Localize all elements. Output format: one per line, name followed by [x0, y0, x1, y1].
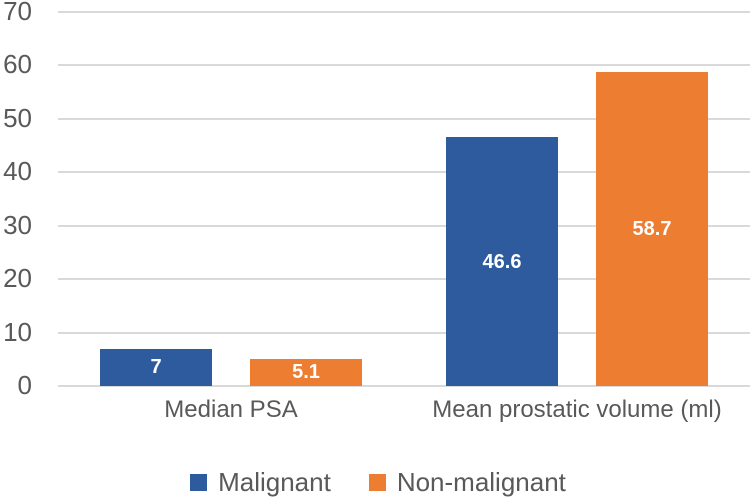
plot-area: 7 5.1 46.6 58.7 — [58, 11, 750, 387]
gridline-y-10 — [58, 331, 750, 334]
y-tick-label-50: 50 — [3, 102, 32, 133]
y-tick-label-30: 30 — [3, 209, 32, 240]
gridline-y-20 — [58, 278, 750, 281]
legend-item-malignant: Malignant — [190, 467, 331, 498]
gridline-y-60 — [58, 64, 750, 67]
y-tick-label-70: 70 — [3, 0, 32, 26]
x-axis-category-labels: Median PSA Mean prostatic volume (ml) — [58, 396, 750, 424]
legend-swatch-icon — [368, 473, 386, 491]
bar-malignant-2: 46.6 — [446, 137, 558, 386]
legend-label: Non-malignant — [396, 466, 566, 497]
gridline-y-50 — [58, 117, 750, 120]
legend-item-non-malignant: Non-malignant — [368, 466, 566, 498]
y-tick-label-20: 20 — [3, 263, 32, 294]
y-tick-label-60: 60 — [3, 49, 32, 80]
data-label: 58.7 — [632, 218, 672, 241]
data-label: 46.6 — [482, 250, 522, 273]
data-label: 7 — [150, 356, 162, 379]
x-category-label-1: Median PSA — [164, 396, 298, 423]
x-category-label-2: Mean prostatic volume (ml) — [432, 396, 722, 423]
data-label: 5.1 — [292, 361, 320, 384]
bar-non-malignant-1: 5.1 — [250, 358, 362, 386]
gridline-y-0 — [58, 385, 750, 387]
y-tick-label-10: 10 — [3, 316, 32, 347]
category-group-1: 7 5.1 — [58, 12, 404, 386]
y-axis-tick-labels: 0 10 20 30 40 50 60 70 — [0, 0, 32, 400]
legend: Malignant Non-malignant — [0, 464, 756, 500]
gridline-y-70 — [58, 11, 750, 13]
bar-non-malignant-2: 58.7 — [596, 72, 708, 386]
gridline-y-40 — [58, 171, 750, 174]
legend-swatch-icon — [190, 473, 208, 491]
category-group-2: 46.6 58.7 — [404, 12, 750, 386]
y-tick-label-40: 40 — [3, 156, 32, 187]
gridline-y-30 — [58, 224, 750, 227]
y-tick-label-0: 0 — [17, 369, 32, 400]
bar-malignant-1: 7 — [100, 348, 212, 386]
legend-label: Malignant — [218, 466, 331, 497]
